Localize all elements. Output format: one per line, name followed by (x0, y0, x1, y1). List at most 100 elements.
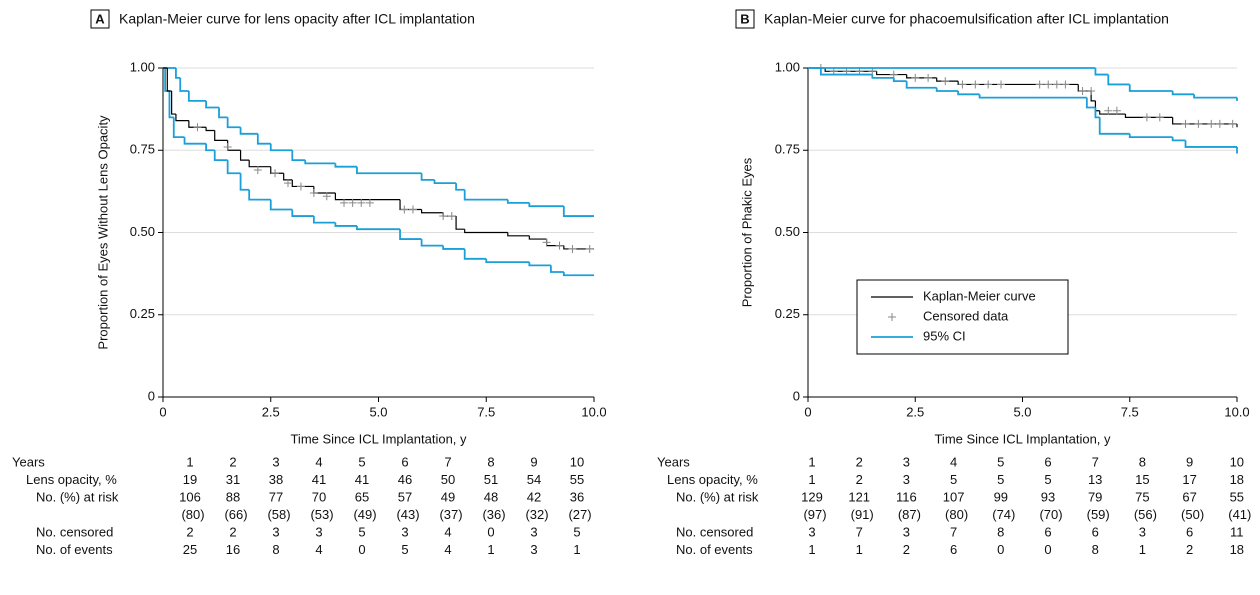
km-step (935, 87, 959, 92)
y-tick-label: 1.00 (130, 59, 155, 74)
table-cell: 77 (269, 489, 283, 504)
table-cell: (50) (1181, 507, 1204, 522)
km-step (455, 216, 465, 230)
censor-mark (365, 198, 374, 207)
table-cell: 5 (950, 472, 957, 487)
table-cell: (58) (267, 507, 290, 522)
table-cell: 7 (856, 524, 863, 539)
table-cell: (74) (992, 507, 1015, 522)
censor-mark (1194, 119, 1203, 128)
panel-box (90, 9, 110, 29)
row-label: Years (12, 454, 45, 469)
table-cell: 3 (530, 524, 537, 539)
censor-mark (400, 205, 409, 214)
y-tick-label: 1.00 (775, 59, 800, 74)
table-cell: 16 (226, 542, 240, 557)
km-step (420, 239, 444, 247)
table-cell: 41 (355, 472, 369, 487)
row-label: Lens opacity, % (26, 472, 117, 487)
row-label: No. of events (676, 542, 753, 557)
km-step (819, 68, 873, 76)
km-step (420, 173, 435, 181)
table-cell: (66) (224, 507, 247, 522)
table-cell: 6 (1092, 524, 1099, 539)
km-step (1094, 107, 1100, 119)
table-cell: (56) (1134, 507, 1157, 522)
y-tick-label: 0.75 (775, 142, 800, 157)
km-step (239, 173, 250, 191)
table-cell: 1 (808, 472, 815, 487)
km-step (248, 189, 271, 201)
table-cell: 79 (1088, 489, 1102, 504)
table-cell: 9 (1186, 454, 1193, 469)
table-cell: (37) (439, 507, 462, 522)
table-cell: 4 (315, 542, 322, 557)
km-step (175, 68, 181, 79)
km-step (172, 117, 185, 138)
table-cell: 3 (903, 524, 910, 539)
table-cell: 5 (358, 454, 365, 469)
censor-mark (296, 182, 305, 191)
km-step (562, 206, 594, 217)
x-tick-label: 2.5 (906, 404, 924, 419)
km-step (304, 160, 336, 165)
censor-mark (924, 73, 933, 82)
legend-label: Censored data (923, 308, 1009, 323)
table-cell: 57 (398, 489, 412, 504)
km-step (356, 225, 401, 231)
censor-mark (941, 77, 950, 86)
km-step (256, 133, 271, 145)
x-tick-label: 10.0 (581, 404, 606, 419)
km-step (1171, 137, 1186, 142)
censor-mark (1044, 80, 1053, 89)
table-cell: (97) (803, 507, 826, 522)
legend-label: Kaplan-Meier curve (923, 288, 1036, 303)
table-cell: 3 (903, 454, 910, 469)
km-step (1094, 68, 1109, 76)
km-step (562, 271, 594, 277)
censor-mark (340, 198, 349, 207)
table-cell: 0 (487, 524, 494, 539)
table-cell: 6 (1044, 454, 1051, 469)
km-step (936, 77, 959, 82)
km-step (356, 166, 422, 175)
table-cell: 1 (808, 454, 815, 469)
km-step (291, 179, 314, 188)
km-step (485, 258, 530, 264)
table-cell: 18 (1230, 542, 1244, 557)
x-tick-label: 7.5 (477, 404, 495, 419)
censor-mark (911, 73, 920, 82)
km-step (334, 163, 357, 168)
table-cell: 2 (856, 454, 863, 469)
censor-mark (348, 198, 357, 207)
table-cell: (80) (181, 507, 204, 522)
censor-mark (1142, 113, 1151, 122)
table-cell: 49 (441, 489, 455, 504)
censor-mark (322, 192, 331, 201)
km-step (1090, 91, 1096, 102)
legend-label: 95% CI (923, 328, 966, 343)
y-axis-label: Proportion of Eyes Without Lens Opacity (95, 115, 110, 350)
km-step (528, 262, 551, 267)
table-cell: 67 (1182, 489, 1196, 504)
panel-label: B (740, 11, 749, 26)
table-cell: (49) (353, 507, 376, 522)
table-cell: 129 (801, 489, 823, 504)
table-cell: 38 (269, 472, 283, 487)
km-step (175, 114, 189, 122)
km-step (291, 209, 314, 217)
table-cell: 8 (1092, 542, 1099, 557)
km-step (227, 140, 241, 151)
censor-mark (1078, 87, 1087, 96)
censor-mark (447, 212, 456, 221)
censor-mark (283, 179, 292, 188)
km-step (269, 199, 293, 211)
table-cell: 4 (315, 454, 322, 469)
table-cell: 55 (570, 472, 584, 487)
table-cell: 6 (1044, 524, 1051, 539)
x-tick-label: 0 (804, 404, 811, 419)
table-cell: 54 (527, 472, 541, 487)
table-cell: 3 (903, 472, 910, 487)
table-cell: 4 (444, 524, 451, 539)
